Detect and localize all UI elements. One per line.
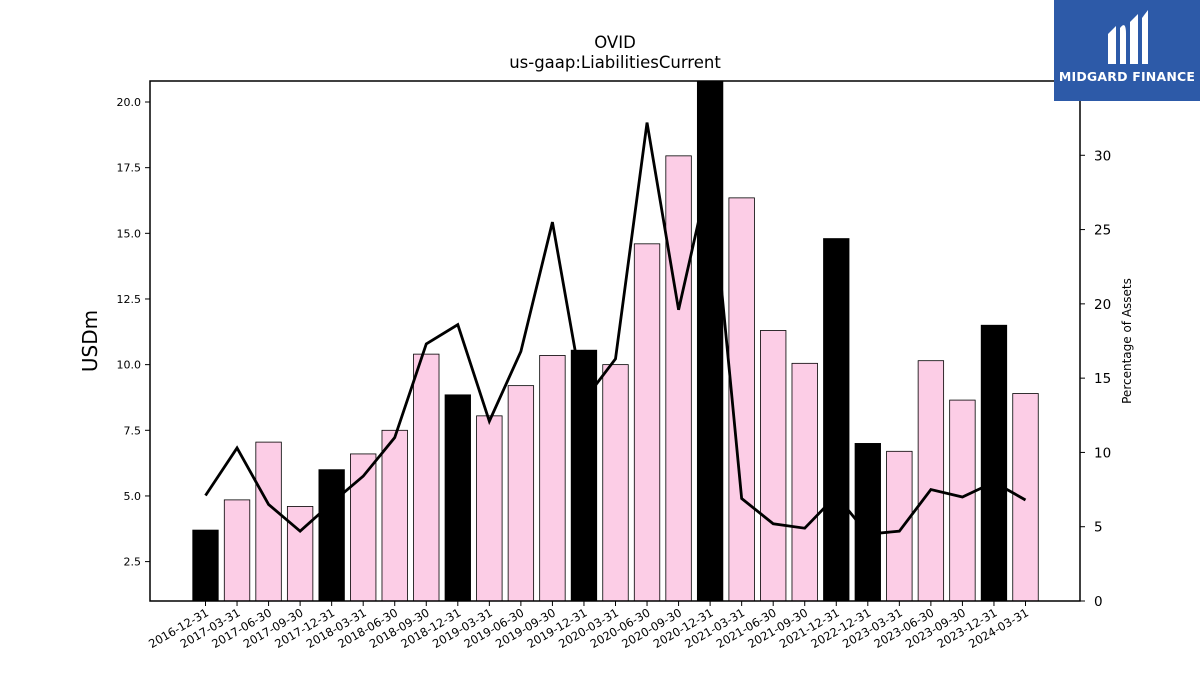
y2-tick-label: 25 (1094, 223, 1111, 239)
bar-2019-06-30 (507, 385, 535, 602)
bar-2021-09-30 (791, 362, 818, 602)
bar-2023-06-30 (917, 360, 945, 602)
bar-2018-09-30 (413, 353, 440, 602)
bar-2020-06-30 (633, 243, 661, 602)
bar-2019-09-30 (539, 355, 566, 602)
bar-2017-03-31 (223, 499, 251, 602)
bar-2023-12-31 (980, 324, 1008, 602)
y-tick-label: 15.0 (117, 227, 142, 240)
bar-2016-12-31 (192, 529, 219, 602)
y2-tick-label: 5 (1094, 520, 1103, 536)
y2-axis-label: Percentage of Assets (1120, 278, 1134, 404)
y-tick-label: 20.0 (117, 96, 142, 109)
bar-2019-12-31 (570, 349, 598, 602)
y-tick-label: 7.5 (124, 424, 142, 437)
bar-2021-06-30 (760, 330, 787, 602)
bar-2017-06-30 (255, 441, 282, 602)
percentage-line (204, 122, 1027, 536)
bar-2018-06-30 (381, 429, 408, 602)
company-logo: MIDGARD FINANCE (1054, 0, 1200, 101)
bars-layer (192, 80, 1039, 602)
bar-2024-03-31 (1012, 393, 1039, 602)
bar-2017-12-31 (318, 469, 345, 602)
y2-tick-label: 20 (1094, 297, 1111, 313)
chart-subtitle: us-gaap:LiabilitiesCurrent (509, 53, 721, 72)
y-tick-label: 5.0 (124, 490, 142, 503)
y-tick-label: 17.5 (117, 162, 142, 175)
bar-2023-03-31 (886, 450, 913, 602)
bar-2023-09-30 (949, 399, 976, 602)
chart-title: OVID (594, 33, 636, 52)
y2-tick-label: 15 (1094, 371, 1111, 387)
y-tick-label: 12.5 (117, 293, 142, 306)
line-layer (204, 122, 1027, 536)
bar-2020-12-31 (696, 80, 724, 602)
bar-2020-09-30 (665, 155, 692, 602)
y-tick-label: 2.5 (124, 556, 142, 569)
y2-tick-label: 0 (1094, 594, 1103, 610)
bar-2021-12-31 (823, 238, 850, 602)
logo-text: MIDGARD FINANCE (1058, 69, 1196, 84)
y2-tick-label: 10 (1094, 445, 1111, 461)
y-axis-label: USDm (78, 310, 102, 372)
bar-2018-12-31 (444, 394, 471, 602)
bar-2019-03-31 (476, 415, 503, 602)
logo-mark-icon (1108, 10, 1148, 64)
bar-2020-03-31 (602, 364, 629, 602)
y-tick-label: 10.0 (117, 359, 142, 372)
bar-2018-03-31 (350, 453, 377, 602)
bar-2017-09-30 (286, 506, 314, 602)
y2-tick-label: 30 (1094, 148, 1111, 164)
